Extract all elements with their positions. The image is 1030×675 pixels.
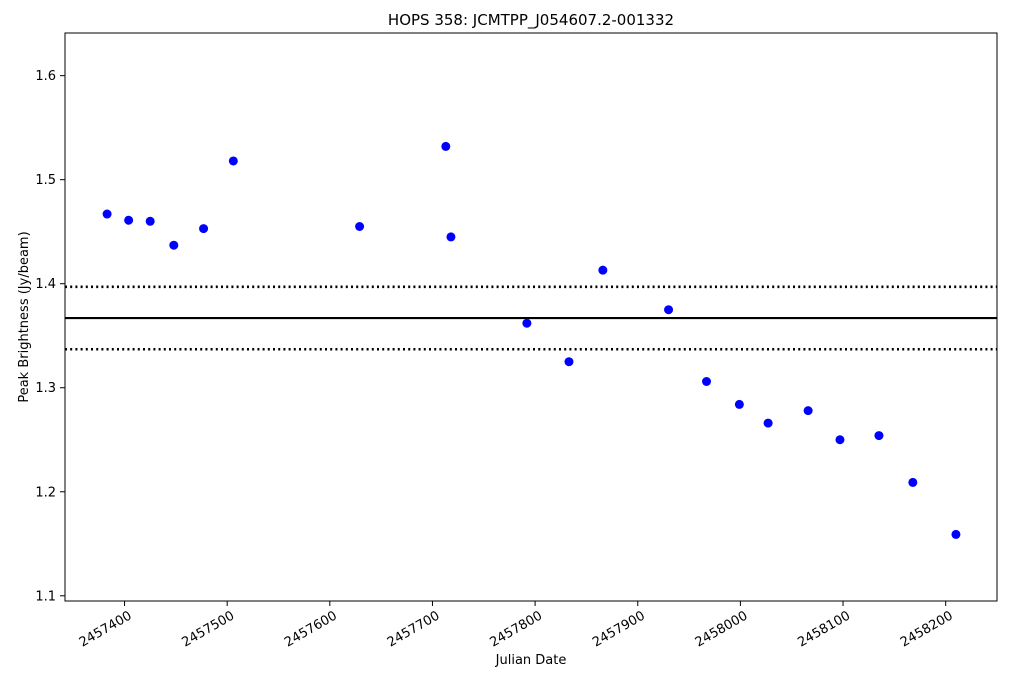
data-point	[564, 357, 574, 367]
y-tick-label: 1.5	[35, 173, 56, 188]
x-tick-label: 2457800	[487, 608, 545, 650]
x-tick-label: 2457700	[385, 608, 443, 650]
x-tick-label: 2457900	[590, 608, 648, 650]
data-point	[145, 216, 155, 226]
y-tick-label: 1.1	[35, 589, 56, 604]
data-point	[664, 305, 674, 315]
y-axis: 1.1 1.2 1.3 1.4 1.5 1.6	[35, 69, 65, 604]
data-point	[835, 435, 845, 445]
data-point	[355, 221, 365, 231]
x-tick-label: 2458100	[795, 608, 853, 650]
data-point	[446, 232, 456, 242]
x-axis-label: Julian Date	[495, 653, 567, 668]
data-point	[803, 406, 813, 416]
x-tick-label: 2457600	[282, 608, 340, 650]
data-point	[441, 141, 451, 151]
plot-frame	[64, 32, 998, 602]
x-axis: 2457400 2457500 2457600 2457700 2457800 24579…	[77, 601, 956, 650]
data-point	[124, 215, 134, 225]
data-point	[522, 318, 532, 328]
chart-title: HOPS 358: JCMTPP_J054607.2-001332	[388, 11, 674, 30]
x-tick-label: 2457400	[77, 608, 135, 650]
data-point	[702, 376, 712, 386]
data-point	[734, 399, 744, 409]
x-tick-label: 2458000	[693, 608, 751, 650]
data-point	[228, 156, 238, 166]
y-tick-label: 1.3	[35, 381, 56, 396]
y-tick-label: 1.4	[35, 277, 56, 292]
y-tick-label: 1.6	[35, 69, 56, 84]
data-point	[102, 209, 112, 219]
data-point	[598, 265, 608, 275]
y-axis-label: Peak Brightness (Jy/beam)	[17, 231, 32, 402]
data-point	[874, 431, 884, 441]
plot-area	[65, 141, 997, 539]
data-point	[908, 477, 918, 487]
data-point	[763, 418, 773, 428]
data-point	[199, 224, 209, 234]
x-tick-label: 2457500	[180, 608, 238, 650]
y-tick-label: 1.2	[35, 485, 56, 500]
x-tick-label: 2458200	[898, 608, 956, 650]
data-point	[169, 240, 179, 250]
data-point	[951, 529, 961, 539]
